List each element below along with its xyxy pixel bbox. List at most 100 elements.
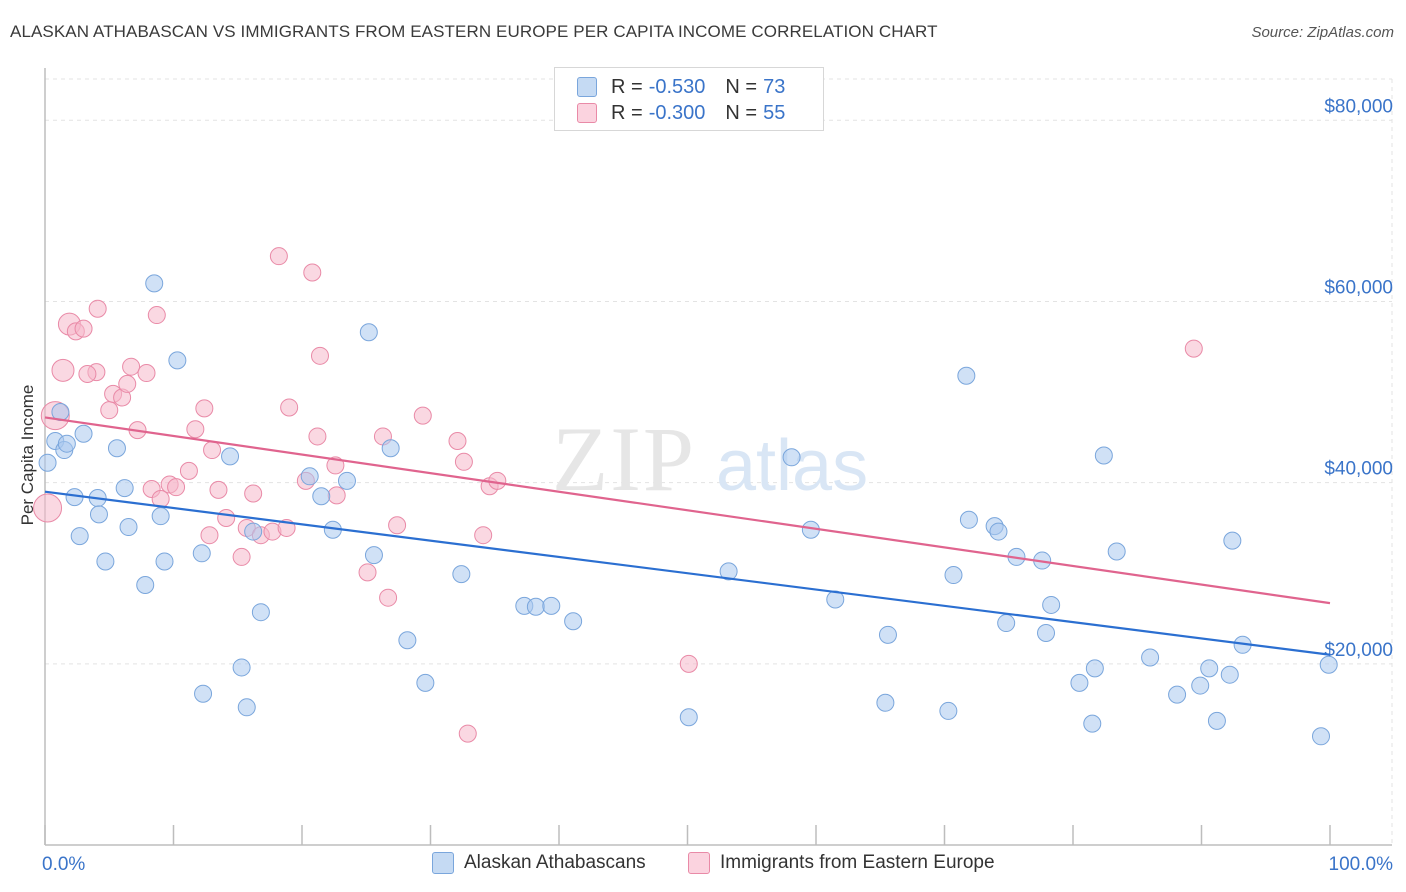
data-point-pink xyxy=(209,480,228,499)
data-point-blue xyxy=(359,323,378,342)
legend-r-value: -0.300 xyxy=(648,101,706,124)
bottom-legend-label-blue: Alaskan Athabascans xyxy=(464,852,646,873)
data-point-pink xyxy=(303,263,322,282)
data-point-pink xyxy=(388,516,407,535)
data-point-blue xyxy=(1085,659,1104,678)
trend-line-blue xyxy=(44,490,1331,656)
data-point-blue xyxy=(107,439,126,458)
data-point-blue xyxy=(957,366,976,385)
data-point-blue xyxy=(151,507,170,526)
bottom-legend-swatch-pink xyxy=(688,852,710,874)
data-point-pink xyxy=(679,654,698,673)
data-point-blue xyxy=(959,510,978,529)
data-point-blue xyxy=(1037,624,1056,643)
source-label: Source: ZipAtlas.com xyxy=(1251,24,1394,41)
legend-n-label: N = xyxy=(725,75,758,98)
data-point-blue xyxy=(782,448,801,467)
data-point-blue xyxy=(1168,685,1187,704)
series-alaskan-athabascans xyxy=(38,274,1338,746)
data-point-blue xyxy=(564,612,583,631)
data-point-pink xyxy=(137,364,156,383)
data-point-pink xyxy=(33,493,63,523)
data-point-blue xyxy=(38,453,57,472)
data-point-pink xyxy=(310,346,329,365)
data-point-pink xyxy=(326,456,345,475)
data-point-pink xyxy=(74,319,93,338)
bottom-legend-label-pink: Immigrants from Eastern Europe xyxy=(720,852,995,873)
data-point-pink xyxy=(474,526,493,545)
data-point-blue xyxy=(364,546,383,565)
x-tick-label: 0.0% xyxy=(42,854,85,875)
data-point-blue xyxy=(1207,711,1226,730)
data-point-blue xyxy=(300,467,319,486)
data-point-pink xyxy=(51,358,75,382)
data-point-blue xyxy=(74,424,93,443)
data-point-pink xyxy=(118,374,137,393)
data-point-blue xyxy=(381,439,400,458)
data-point-blue xyxy=(944,566,963,585)
data-point-blue xyxy=(1223,531,1242,550)
data-point-blue xyxy=(1191,676,1210,695)
legend-r-label: R = xyxy=(611,101,643,124)
data-point-blue xyxy=(1220,665,1239,684)
chart-title: ALASKAN ATHABASCAN VS IMMIGRANTS FROM EA… xyxy=(10,22,938,41)
data-point-pink xyxy=(217,508,236,527)
trend-lines xyxy=(44,416,1331,656)
data-point-blue xyxy=(70,527,89,546)
data-point-blue xyxy=(989,522,1008,541)
data-point-blue xyxy=(145,274,164,293)
legend-n-label: N = xyxy=(725,101,758,124)
legend-r-label: R = xyxy=(611,75,643,98)
data-point-blue xyxy=(1319,655,1338,674)
data-point-blue xyxy=(232,658,251,677)
y-tick-label: $80,000 xyxy=(1324,96,1393,117)
data-point-blue xyxy=(57,434,76,453)
data-point-blue xyxy=(679,708,698,727)
data-point-pink xyxy=(1184,339,1203,358)
data-point-pink xyxy=(358,563,377,582)
correlation-legend: R = -0.530 N = 73 R = -0.300 N = 55 xyxy=(554,67,824,131)
data-point-pink xyxy=(179,461,198,480)
data-point-blue xyxy=(1312,727,1331,746)
data-point-blue xyxy=(194,684,213,703)
legend-swatch-pink xyxy=(577,103,597,123)
data-point-blue xyxy=(221,447,240,466)
data-point-blue xyxy=(997,614,1016,633)
watermark: ZIP atlas xyxy=(552,408,868,510)
watermark-zip: ZIP xyxy=(552,408,696,510)
legend-r-value: -0.530 xyxy=(648,75,706,98)
data-point-pink xyxy=(244,484,263,503)
data-point-pink xyxy=(100,401,119,420)
data-point-pink xyxy=(200,526,219,545)
data-point-blue xyxy=(416,673,435,692)
bottom-legend-pink: Immigrants from Eastern Europe xyxy=(688,852,995,874)
legend-row-blue: R = -0.530 N = 73 xyxy=(577,74,785,100)
data-point-blue xyxy=(237,698,256,717)
data-point-blue xyxy=(1070,673,1089,692)
data-point-blue xyxy=(878,625,897,644)
data-point-blue xyxy=(1141,648,1160,667)
series-immigrants-eastern-europe xyxy=(33,247,1203,743)
data-point-blue xyxy=(1083,714,1102,733)
data-point-pink xyxy=(448,431,467,450)
data-point-blue xyxy=(89,505,108,524)
data-point-pink xyxy=(269,247,288,266)
data-point-pink xyxy=(458,724,477,743)
legend-n-value: 73 xyxy=(763,75,786,98)
data-point-pink xyxy=(186,420,205,439)
data-point-blue xyxy=(96,552,115,571)
data-point-blue xyxy=(155,552,174,571)
y-axis-label: Per Capita Income xyxy=(18,384,37,526)
data-point-blue xyxy=(526,597,545,616)
data-point-blue xyxy=(939,701,958,720)
data-point-pink xyxy=(454,452,473,471)
data-point-blue xyxy=(251,603,270,622)
data-point-blue xyxy=(337,471,356,490)
bottom-legend-swatch-blue xyxy=(432,852,454,874)
data-point-blue xyxy=(398,631,417,650)
data-point-pink xyxy=(327,486,346,505)
data-point-pink xyxy=(232,547,251,566)
data-point-pink xyxy=(413,406,432,425)
data-point-blue xyxy=(1200,659,1219,678)
